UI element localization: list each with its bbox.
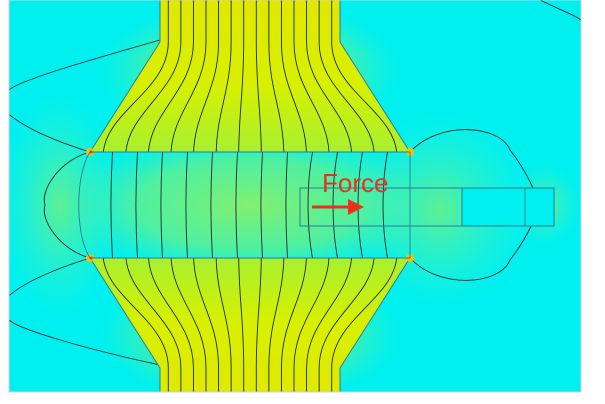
- flux-line: [135, 151, 138, 259]
- flux-line: [255, 257, 262, 392]
- flux-line: [280, 0, 307, 153]
- flux-line: [125, 0, 182, 153]
- force-label: Force: [322, 168, 388, 198]
- flux-line: [215, 257, 232, 392]
- flux-line: [193, 0, 220, 153]
- flux-line: [110, 151, 113, 259]
- flux-line: [285, 151, 288, 259]
- flux-line: [293, 257, 330, 392]
- flux-line: [147, 0, 194, 153]
- flux-line: [160, 151, 163, 259]
- flux-line: [147, 257, 194, 392]
- flux-line: [318, 0, 375, 153]
- flux-line: [268, 0, 285, 153]
- flux-line: [235, 151, 238, 259]
- pole-flux-lines: [102, 0, 398, 392]
- flux-line: [170, 0, 207, 153]
- flux-line: [331, 0, 398, 153]
- flux-line: [255, 0, 262, 153]
- flux-line: [215, 0, 232, 153]
- flux-line: [331, 257, 398, 392]
- flux-line: [238, 0, 245, 153]
- flux-line: [238, 257, 245, 392]
- force-annotation: Force: [312, 168, 388, 215]
- flux-line: [102, 0, 169, 153]
- flux-line: [332, 151, 338, 259]
- flux-line: [193, 257, 220, 392]
- flux-line: [102, 257, 169, 392]
- flux-line: [280, 257, 307, 392]
- flux-line: [210, 151, 213, 259]
- air-gap-region: [78, 151, 411, 259]
- flux-line: [268, 257, 285, 392]
- flux-line: [318, 257, 375, 392]
- force-arrow-icon: [312, 199, 364, 215]
- flux-line: [306, 257, 353, 392]
- flux-line: [382, 151, 388, 259]
- flux-line: [293, 0, 330, 153]
- flux-line: [307, 151, 313, 259]
- flux-line: [185, 151, 188, 259]
- flux-line: [170, 257, 207, 392]
- flux-line: [260, 151, 263, 259]
- flux-line: [306, 0, 353, 153]
- flux-line: [125, 257, 182, 392]
- plunger-armature: [299, 187, 555, 227]
